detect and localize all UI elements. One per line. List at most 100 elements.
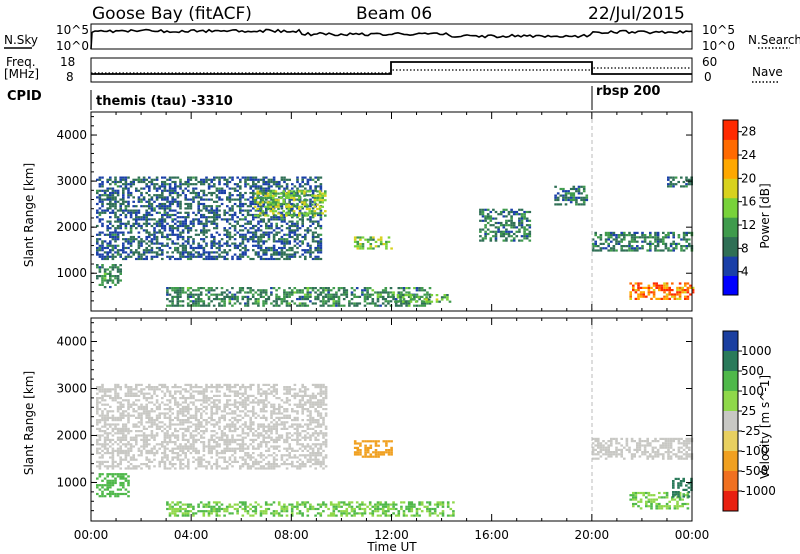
data-cell (202, 178, 206, 181)
data-cell (184, 397, 187, 400)
data-cell (109, 416, 112, 419)
data-cell (607, 234, 610, 237)
data-cell (272, 191, 276, 195)
data-cell (262, 205, 265, 208)
data-cell (192, 289, 195, 292)
data-cell (124, 209, 128, 212)
data-cell (153, 434, 156, 437)
data-cell (137, 242, 141, 245)
data-cell (629, 293, 632, 296)
data-cell (298, 194, 301, 197)
data-cell (207, 187, 211, 190)
data-cell (290, 214, 293, 217)
data-cell (259, 434, 263, 437)
data-cell (205, 467, 208, 470)
data-cell (197, 242, 200, 245)
data-cell (342, 289, 346, 292)
data-cell (623, 234, 626, 237)
data-cell (681, 291, 684, 294)
data-cell (280, 416, 284, 419)
data-cell (249, 187, 252, 190)
data-cell (484, 215, 487, 218)
data-cell (124, 445, 128, 448)
data-cell (96, 386, 99, 389)
data-cell (145, 231, 148, 234)
data-cell (148, 235, 151, 239)
data-cell (287, 212, 291, 215)
data-cell (502, 230, 506, 233)
data-cell (226, 465, 229, 468)
data-cell (145, 456, 148, 459)
data-cell (293, 287, 297, 290)
data-cell (174, 467, 177, 470)
data-cell (288, 235, 291, 239)
data-cell (116, 266, 120, 269)
data-cell (223, 218, 226, 221)
data-cell (228, 458, 232, 461)
data-cell (656, 242, 660, 245)
data-cell (311, 203, 314, 206)
data-cell (664, 245, 668, 248)
data-cell (168, 401, 172, 404)
data-cell (283, 187, 286, 190)
data-cell (218, 443, 221, 446)
data-cell (233, 253, 237, 256)
data-cell (124, 251, 128, 254)
data-cell (249, 423, 252, 426)
data-cell (688, 231, 691, 234)
data-cell (220, 298, 224, 301)
data-cell (656, 240, 660, 243)
data-cell (158, 194, 161, 197)
data-cell (163, 207, 167, 210)
data-cell (285, 386, 289, 389)
data-cell (184, 187, 187, 190)
data-cell (142, 408, 146, 411)
data-cell (311, 178, 315, 181)
data-cell (127, 211, 130, 214)
data-cell (220, 293, 224, 296)
data-cell (181, 224, 185, 228)
data-cell (292, 190, 296, 193)
data-cell (114, 432, 117, 435)
data-cell (202, 229, 206, 232)
data-cell (132, 436, 135, 439)
data-cell (649, 234, 652, 237)
data-cell (168, 414, 172, 417)
data-cell (213, 183, 216, 186)
data-cell (233, 392, 237, 395)
data-cell (114, 233, 117, 236)
data-cell (119, 456, 122, 459)
data-cell (119, 427, 122, 430)
data-cell (168, 187, 172, 190)
data-cell (288, 456, 291, 459)
data-cell (210, 246, 213, 250)
data-cell (604, 240, 608, 243)
data-cell (142, 196, 146, 199)
data-cell (155, 205, 159, 208)
data-cell (319, 176, 323, 179)
data-cell (194, 408, 198, 411)
data-cell (223, 227, 226, 230)
data-cell (283, 410, 286, 413)
data-cell (257, 238, 260, 241)
data-cell (174, 436, 177, 439)
data-cell (101, 198, 104, 201)
data-cell (218, 240, 221, 243)
data-cell (607, 242, 610, 245)
data-cell (298, 394, 302, 397)
data-cell (124, 185, 128, 188)
data-cell (319, 227, 323, 230)
data-cell (200, 213, 203, 217)
data-cell (292, 210, 296, 213)
data-cell (218, 302, 221, 305)
data-cell (272, 458, 276, 461)
data-cell (197, 220, 200, 223)
data-cell (292, 199, 296, 202)
data-cell (187, 211, 190, 214)
data-cell (119, 458, 122, 461)
data-cell (259, 178, 263, 181)
data-cell (246, 220, 250, 223)
data-cell (309, 295, 312, 298)
data-cell (379, 295, 382, 298)
data-cell (114, 196, 117, 199)
